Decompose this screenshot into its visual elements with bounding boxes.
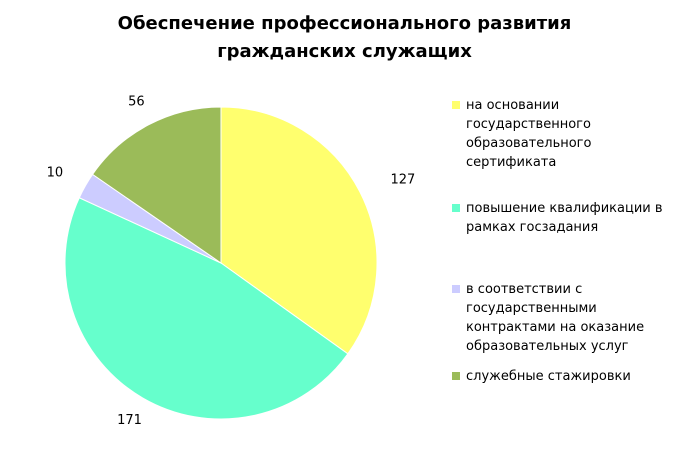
legend-label-certificate: на основании государственного образовате… [466,98,592,170]
legend-label-contracts: в соответствии с государственными контра… [466,282,645,354]
legend-item-internships: служебные стажировки [452,367,684,386]
legend-item-contracts: в соответствии с государственными контра… [452,280,684,356]
chart-legend: на основании государственного образовате… [452,96,684,386]
legend-swatch-certificate [452,101,460,109]
legend-item-state-task: повышение квалификации в рамках госзадан… [452,199,684,237]
legend-item-certificate: на основании государственного образовате… [452,96,684,172]
pie-slice-certificate [220,106,378,355]
legend-label-internships: служебные стажировки [466,369,631,384]
legend-swatch-internships [452,372,460,380]
data-label-internships: 56 [128,94,145,109]
data-label-contracts: 10 [47,165,64,180]
legend-label-state-task: повышение квалификации в рамках госзадан… [466,201,663,235]
data-label-certificate: 127 [390,172,415,187]
chart-title: Обеспечение профессионального развития г… [0,10,689,66]
legend-swatch-state-task [452,204,460,212]
chart-title-line-2: гражданских служащих [217,41,472,62]
chart-title-line-1: Обеспечение профессионального развития [117,13,572,34]
pie-slice-internships [91,106,222,264]
legend-swatch-contracts [452,285,460,293]
pie-slice-state-task [64,197,349,420]
data-label-state-task: 171 [117,413,142,428]
